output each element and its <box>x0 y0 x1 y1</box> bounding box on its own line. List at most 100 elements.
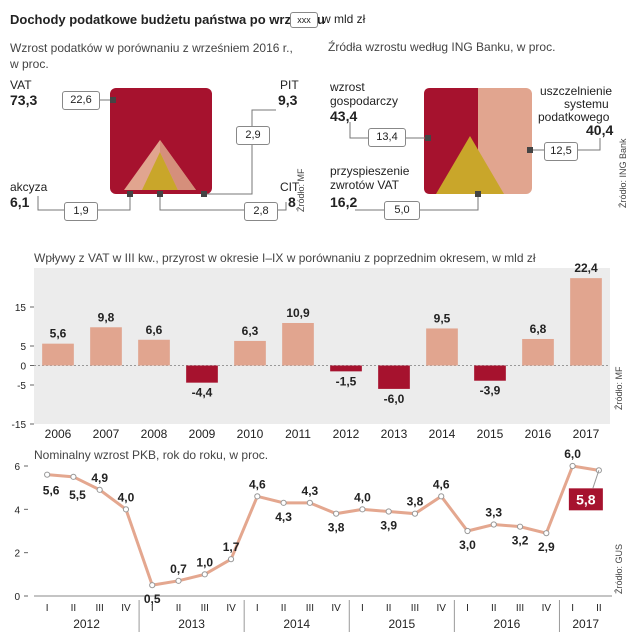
bar-category-label: 2012 <box>333 427 360 441</box>
bar-2011 <box>282 322 314 366</box>
line-y-tick-label: 2 <box>14 549 20 560</box>
line-quarter-label: II <box>176 603 182 614</box>
line-quarter-label: I <box>361 603 364 614</box>
pie2-anchor-tighten <box>527 147 533 153</box>
bar-2009 <box>186 365 218 383</box>
bar-category-label: 2014 <box>429 427 456 441</box>
line-y-tick-label: 6 <box>14 462 20 473</box>
line-value-label: 2,9 <box>538 540 555 554</box>
line-quarter-label: III <box>201 603 209 614</box>
line-value-label: 3,9 <box>380 519 397 533</box>
pie2-tighten-line1: uszczelnienie <box>540 84 613 98</box>
bar-value-label: 6,8 <box>530 322 547 336</box>
line-point <box>385 508 392 515</box>
line-year-label: 2013 <box>178 617 205 631</box>
pie2-tighten-line3: podatkowego <box>538 110 610 124</box>
line-point <box>516 523 524 530</box>
line-value-label: 0,5 <box>144 592 161 606</box>
pie1-leader-pit-a <box>251 109 276 126</box>
pie1-leader-cit-b <box>276 202 287 211</box>
line-value-label: 1,7 <box>223 540 240 554</box>
line-point <box>464 527 471 535</box>
line-value-label: 3,3 <box>485 506 502 520</box>
line-point <box>149 582 156 589</box>
pie1-cit-value: 8 <box>288 194 296 210</box>
pie1-pit-value: 9,3 <box>278 92 298 108</box>
line-quarter-label: IV <box>226 603 236 614</box>
bar-category-label: 2017 <box>573 427 600 441</box>
line-quarter-label: IV <box>542 603 552 614</box>
pie1-leader-cit-a <box>159 194 244 211</box>
pie1-cit-amount: 2,8 <box>244 202 278 221</box>
line-year-label: 2015 <box>388 617 415 631</box>
pie1-anchor-vat <box>110 97 116 103</box>
line-last-value-box <box>568 488 603 511</box>
line-quarter-label: I <box>571 603 574 614</box>
line-quarter-label: II <box>386 603 392 614</box>
line-value-label: 4,3 <box>275 510 292 524</box>
line-point <box>201 571 208 578</box>
line-year-label: 2017 <box>572 617 599 631</box>
pie1-akcyza-value: 6,1 <box>10 194 30 210</box>
bar-value-label: 6,6 <box>146 323 163 337</box>
bar-category-label: 2008 <box>141 427 168 441</box>
bar-chart-source: Źródło: MF <box>614 366 624 410</box>
line-y-tick-label: 4 <box>14 505 20 516</box>
bar-2008 <box>138 339 170 366</box>
pie2-growth-line1: wzrost <box>330 80 365 94</box>
bar-2012 <box>330 365 362 372</box>
pie2-refund-amount: 5,0 <box>384 201 420 220</box>
pie2-slice-refund <box>436 136 504 194</box>
line-value-label: 5,5 <box>69 488 86 502</box>
line-point <box>569 462 576 470</box>
pie2-refund-value: 16,2 <box>330 194 358 210</box>
line-year-label: 2014 <box>283 617 310 631</box>
line-quarter-label: IV <box>331 603 341 614</box>
pie2-refund-line1: przyspieszenie <box>330 164 410 178</box>
pie1-leader-akcyza-a <box>37 196 64 211</box>
line-point <box>44 471 51 478</box>
page-title: Dochody podatkowe budżetu państwa po wrz… <box>10 12 325 27</box>
line-point <box>254 493 261 500</box>
line-value-label: 4,3 <box>302 484 319 498</box>
pie2-refund-line2: zwrotów VAT <box>330 178 399 192</box>
line-quarter-label: II <box>596 603 602 614</box>
line-quarter-label: I <box>46 603 49 614</box>
line-year-label: 2012 <box>73 617 100 631</box>
bar-value-label: 9,5 <box>434 311 451 325</box>
bar-y-tick-label: 15 <box>15 303 27 314</box>
bar-value-label: 6,3 <box>242 324 259 338</box>
bar-value-label: -3,9 <box>480 384 501 398</box>
line-value-label: 0,7 <box>170 562 187 576</box>
pie1-cit-name: CIT <box>280 180 300 194</box>
pie2-growth-amount: 13,4 <box>368 128 406 147</box>
bar-value-label: 9,8 <box>98 310 115 324</box>
legend-box: xxx <box>290 12 318 28</box>
bar-category-label: 2011 <box>285 427 311 441</box>
line-point <box>490 521 497 528</box>
bar-2016 <box>522 338 554 366</box>
line-value-label: 4,0 <box>118 490 135 504</box>
line-chart-title: Nominalny wzrost PKB, rok do roku, w pro… <box>34 448 269 462</box>
line-quarter-label: II <box>281 603 287 614</box>
line-point <box>175 577 182 584</box>
pie2-source: Źródło: ING Bank <box>618 138 628 208</box>
bar-category-label: 2009 <box>189 427 216 441</box>
line-point <box>122 506 130 513</box>
bar-2013 <box>378 365 410 389</box>
line-value-label: 4,9 <box>91 471 108 485</box>
line-last-value-leader <box>592 470 600 489</box>
line-quarter-label: I <box>151 603 154 614</box>
line-value-label: 3,2 <box>512 534 529 548</box>
line-point <box>280 499 287 506</box>
line-value-label: 5,6 <box>43 484 60 498</box>
line-quarter-label: IV <box>121 603 131 614</box>
line-point <box>359 506 366 513</box>
line-quarter-label: III <box>96 603 104 614</box>
line-point <box>438 493 445 500</box>
pie2-anchor-growth <box>425 135 431 141</box>
bar-y-tick-label: -15 <box>12 420 27 431</box>
line-point <box>306 499 313 506</box>
bar-2010 <box>234 340 266 366</box>
